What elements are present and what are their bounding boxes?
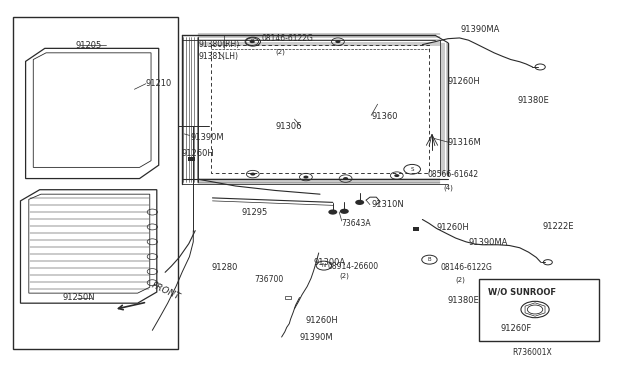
Text: S: S (410, 167, 414, 172)
Text: 91300A: 91300A (314, 258, 346, 267)
Text: (4): (4) (443, 185, 452, 191)
Text: (2): (2) (456, 276, 465, 283)
Text: 73643A: 73643A (342, 219, 371, 228)
Text: 91390MA: 91390MA (468, 238, 508, 247)
Text: (2): (2) (275, 48, 285, 55)
Text: 91210: 91210 (146, 79, 172, 88)
Circle shape (340, 209, 349, 214)
Text: 91380E: 91380E (448, 296, 480, 305)
Text: 91295: 91295 (242, 208, 268, 217)
Text: (2): (2) (339, 273, 349, 279)
Circle shape (343, 177, 348, 180)
Bar (285, 296, 291, 299)
Text: 91260H: 91260H (181, 149, 214, 158)
Text: 91205: 91205 (76, 41, 102, 50)
Text: 91380E: 91380E (517, 96, 549, 105)
Text: 91380(RH): 91380(RH) (198, 40, 239, 49)
Circle shape (328, 209, 337, 215)
Text: 91316M: 91316M (448, 138, 482, 147)
Text: 91250N: 91250N (63, 293, 95, 302)
Circle shape (250, 40, 255, 43)
Text: 08146-6122G: 08146-6122G (261, 34, 313, 43)
Text: 91260H: 91260H (436, 223, 469, 232)
Text: 91390M: 91390M (191, 133, 225, 142)
Circle shape (394, 174, 399, 177)
Text: 91310N: 91310N (371, 200, 404, 209)
Text: 08146-6122G: 08146-6122G (440, 263, 492, 272)
Text: R: R (251, 39, 255, 44)
Text: W/O SUNROOF: W/O SUNROOF (488, 288, 556, 296)
Bar (413, 227, 419, 231)
Text: 91260F: 91260F (500, 324, 532, 333)
Text: 91381(LH): 91381(LH) (198, 52, 239, 61)
Circle shape (250, 173, 255, 176)
Text: B: B (428, 257, 431, 262)
Text: 91260H: 91260H (306, 316, 339, 325)
Text: 08566-61642: 08566-61642 (428, 170, 479, 179)
Text: 736700: 736700 (255, 275, 284, 284)
Circle shape (335, 40, 340, 43)
Text: 91280: 91280 (211, 263, 237, 272)
Bar (188, 157, 195, 161)
Text: N: N (322, 263, 326, 268)
Bar (479, 279, 599, 341)
Circle shape (303, 176, 308, 179)
Text: 91390MA: 91390MA (461, 25, 500, 34)
Text: 91306: 91306 (275, 122, 301, 131)
Text: 08914-26600: 08914-26600 (328, 262, 379, 271)
Text: 91260H: 91260H (448, 77, 481, 86)
Text: 91390M: 91390M (300, 333, 333, 342)
Circle shape (355, 200, 364, 205)
Text: 91222E: 91222E (543, 222, 574, 231)
Text: 91360: 91360 (371, 112, 397, 121)
Text: R736001X: R736001X (512, 348, 552, 357)
Bar (13, 17, 178, 349)
Text: FRONT: FRONT (150, 280, 182, 301)
